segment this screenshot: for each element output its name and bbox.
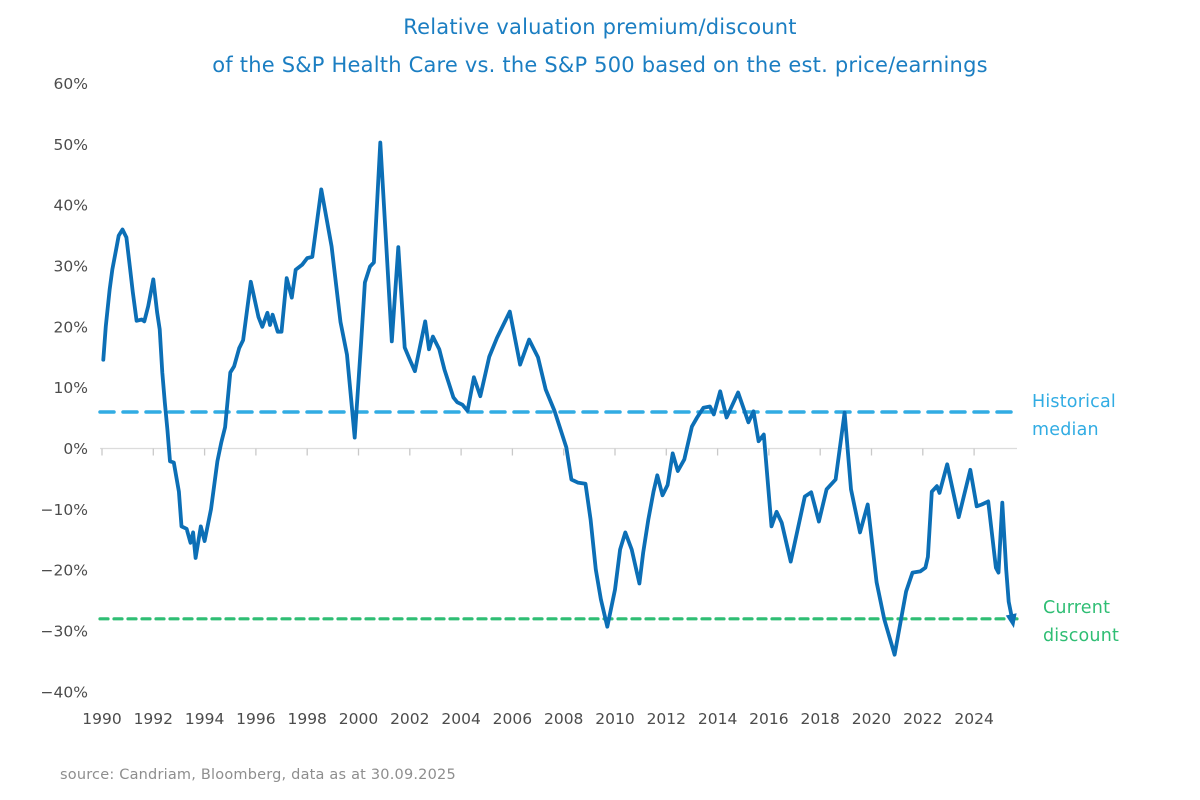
x-axis-label: 2022 — [903, 710, 942, 728]
y-axis-label: 50% — [54, 136, 88, 154]
y-axis-label: −40% — [41, 683, 88, 701]
x-axis-label: 2006 — [493, 710, 532, 728]
series-line — [101, 140, 1015, 657]
x-axis-label: 2018 — [800, 710, 839, 728]
current-discount-label: Current discount — [1043, 594, 1119, 650]
page-title: Relative valuation premium/discount of t… — [20, 8, 1180, 84]
x-axis-label: 2016 — [749, 710, 788, 728]
chart-title-line2: of the S&P Health Care vs. the S&P 500 b… — [212, 53, 988, 77]
y-axis-label: 0% — [63, 440, 88, 458]
y-axis-label: 60% — [54, 75, 88, 93]
x-axis-label: 1998 — [287, 710, 326, 728]
y-axis-label: 20% — [54, 318, 88, 336]
series-end-arrowhead — [1005, 613, 1017, 629]
x-axis-label: 1994 — [185, 710, 224, 728]
chart-title-line1: Relative valuation premium/discount — [403, 15, 797, 39]
historical-median-label-line1: Historical — [1032, 392, 1116, 412]
x-axis-label: 1992 — [134, 710, 173, 728]
y-axis-label: −20% — [41, 562, 88, 580]
current-discount-label-line2: discount — [1043, 626, 1120, 646]
x-axis-label: 2024 — [954, 710, 993, 728]
x-axis-label: 1996 — [236, 710, 275, 728]
source-note: source: Candriam, Bloomberg, data as at … — [60, 767, 456, 783]
x-axis-label: 2010 — [595, 710, 634, 728]
y-axis-label: −30% — [41, 622, 88, 640]
x-axis-label: 2002 — [390, 710, 429, 728]
x-axis-label: 1990 — [82, 710, 121, 728]
current-discount-label-line1: Current — [1043, 598, 1111, 618]
x-axis-label: 2014 — [698, 710, 737, 728]
x-axis-label: 2012 — [647, 710, 686, 728]
y-axis-label: 30% — [54, 258, 88, 276]
historical-median-label-line2: median — [1032, 420, 1099, 440]
y-axis-label: 10% — [54, 379, 88, 397]
x-axis-label: 2008 — [544, 710, 583, 728]
x-axis-label: 2020 — [852, 710, 891, 728]
historical-median-label: Historical median — [1032, 388, 1116, 444]
y-axis-label: 40% — [54, 197, 88, 215]
y-axis-label: −10% — [41, 501, 88, 519]
x-axis-label: 2000 — [339, 710, 378, 728]
x-axis-label: 2004 — [441, 710, 480, 728]
